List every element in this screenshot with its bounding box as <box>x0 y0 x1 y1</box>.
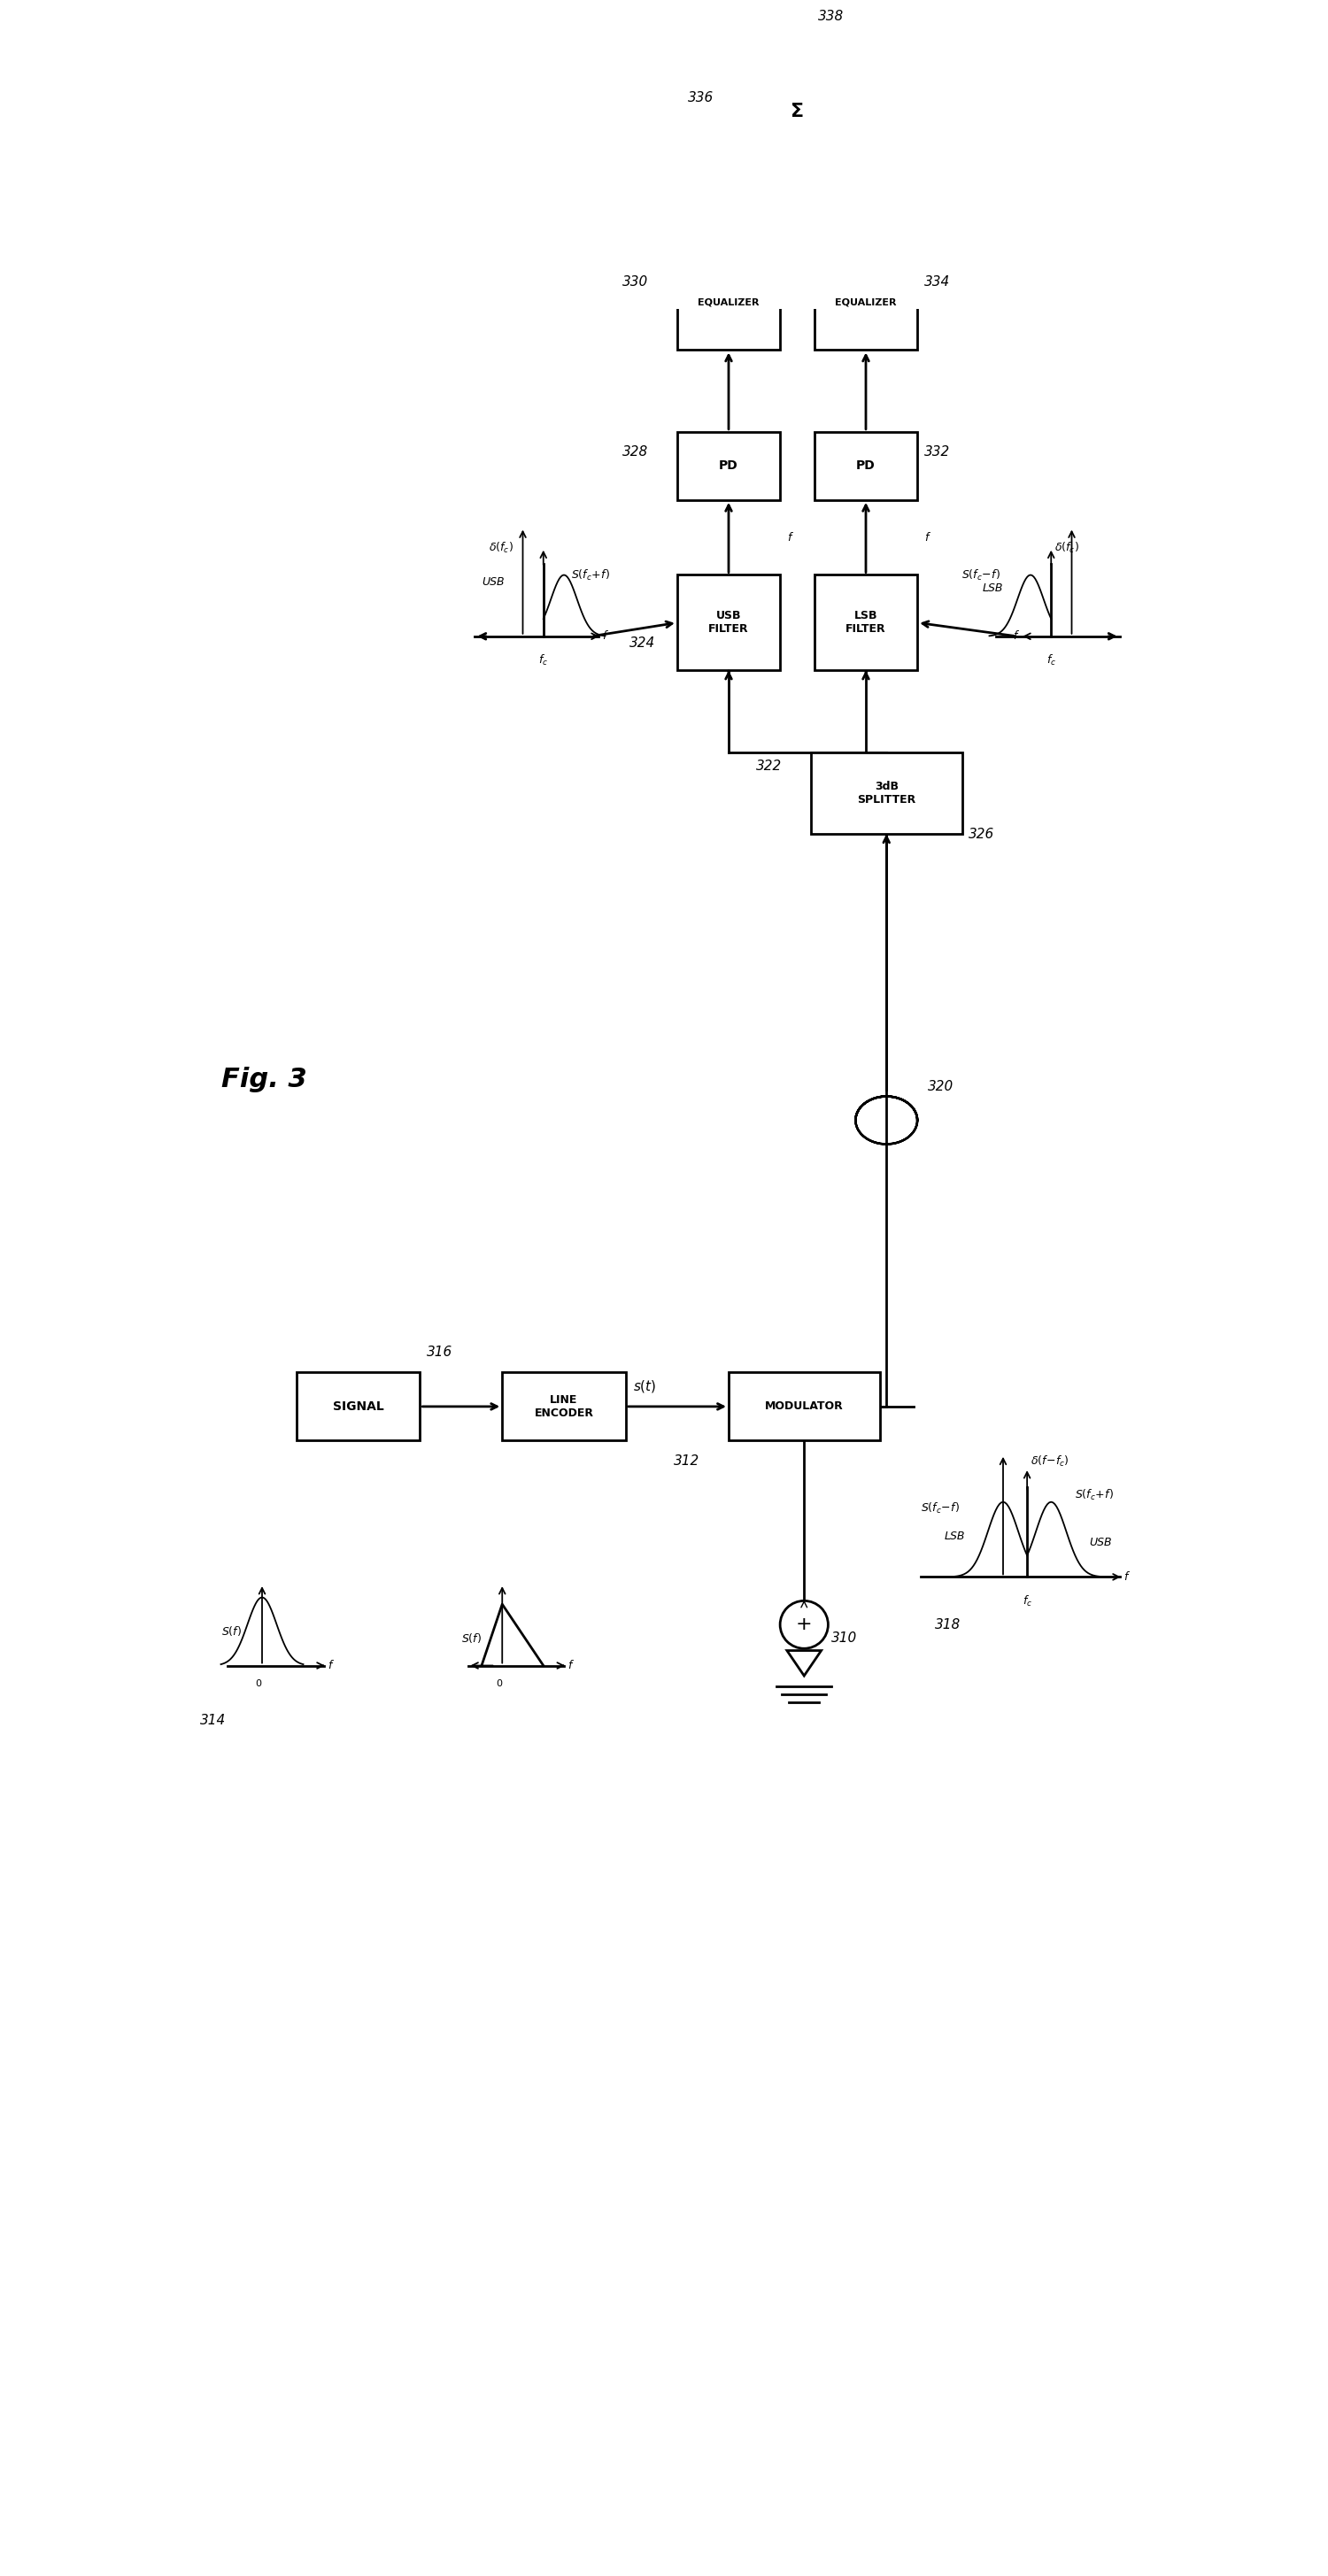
Text: f: f <box>1123 1571 1127 1582</box>
Text: 326: 326 <box>968 827 995 840</box>
Text: f: f <box>788 531 791 544</box>
FancyBboxPatch shape <box>502 1373 625 1440</box>
Text: $S(f_c\!-\!f)$: $S(f_c\!-\!f)$ <box>920 1502 960 1515</box>
Text: 324: 324 <box>629 636 655 649</box>
Text: 320: 320 <box>927 1079 954 1092</box>
Text: $\delta(f_c)$: $\delta(f_c)$ <box>489 541 513 554</box>
Text: 336: 336 <box>688 90 713 106</box>
FancyBboxPatch shape <box>814 574 918 670</box>
Text: $S(f_c\!+\!f)$: $S(f_c\!+\!f)$ <box>1076 1489 1114 1502</box>
Text: $f_c$: $f_c$ <box>538 654 548 667</box>
Text: 312: 312 <box>673 1455 700 1468</box>
Text: PD: PD <box>718 459 738 471</box>
Text: MODULATOR: MODULATOR <box>765 1401 843 1412</box>
Text: USB: USB <box>482 577 505 587</box>
Text: f: f <box>1013 631 1017 641</box>
Text: 330: 330 <box>623 276 648 289</box>
Text: 3dB
SPLITTER: 3dB SPLITTER <box>857 781 916 806</box>
Text: SIGNAL: SIGNAL <box>332 1401 384 1412</box>
Text: $S(f_c\!+\!f)$: $S(f_c\!+\!f)$ <box>571 567 610 582</box>
FancyBboxPatch shape <box>742 70 853 152</box>
FancyBboxPatch shape <box>814 433 918 500</box>
Text: PD: PD <box>857 459 875 471</box>
Text: Fig. 3: Fig. 3 <box>220 1066 307 1092</box>
Text: f: f <box>568 1659 572 1672</box>
Text: +: + <box>795 1615 813 1633</box>
Polygon shape <box>788 1651 821 1677</box>
Text: Σ: Σ <box>790 103 803 121</box>
Circle shape <box>780 1600 829 1649</box>
Text: LSB: LSB <box>983 582 1003 595</box>
FancyBboxPatch shape <box>811 752 961 835</box>
Text: LINE
ENCODER: LINE ENCODER <box>534 1394 594 1419</box>
FancyBboxPatch shape <box>729 1373 879 1440</box>
Text: $f_c$: $f_c$ <box>1046 654 1056 667</box>
Text: 310: 310 <box>831 1631 858 1646</box>
Text: f: f <box>924 531 928 544</box>
Text: USB: USB <box>1089 1538 1112 1548</box>
FancyBboxPatch shape <box>814 255 918 350</box>
Text: 318: 318 <box>935 1618 960 1631</box>
Text: 314: 314 <box>201 1713 226 1726</box>
Text: EQUALIZER: EQUALIZER <box>699 299 760 307</box>
Text: f: f <box>328 1659 332 1672</box>
Text: $S(f)$: $S(f)$ <box>461 1631 482 1646</box>
FancyBboxPatch shape <box>677 433 780 500</box>
Text: 332: 332 <box>924 446 950 459</box>
Text: $f_c$: $f_c$ <box>1023 1595 1032 1607</box>
FancyBboxPatch shape <box>296 1373 420 1440</box>
Text: 338: 338 <box>818 10 843 23</box>
Text: 334: 334 <box>924 276 950 289</box>
Text: 316: 316 <box>426 1345 453 1358</box>
FancyBboxPatch shape <box>677 255 780 350</box>
Text: f: f <box>603 631 607 641</box>
Text: $s(t)$: $s(t)$ <box>632 1378 656 1394</box>
Text: LSB: LSB <box>944 1530 965 1543</box>
Text: $\delta(f\!-\!f_c)$: $\delta(f\!-\!f_c)$ <box>1031 1453 1069 1468</box>
FancyBboxPatch shape <box>677 574 780 670</box>
Text: LSB
FILTER: LSB FILTER <box>846 611 886 636</box>
Text: EQUALIZER: EQUALIZER <box>835 299 896 307</box>
Text: 0: 0 <box>495 1680 502 1687</box>
Text: 322: 322 <box>756 760 782 773</box>
Text: 0: 0 <box>255 1680 262 1687</box>
Text: $S(f_c\!-\!f)$: $S(f_c\!-\!f)$ <box>961 567 1001 582</box>
Text: $\delta(f_c)$: $\delta(f_c)$ <box>1054 541 1080 554</box>
Text: $S(f)$: $S(f)$ <box>220 1625 242 1638</box>
Text: USB
FILTER: USB FILTER <box>708 611 749 636</box>
Text: 328: 328 <box>623 446 648 459</box>
